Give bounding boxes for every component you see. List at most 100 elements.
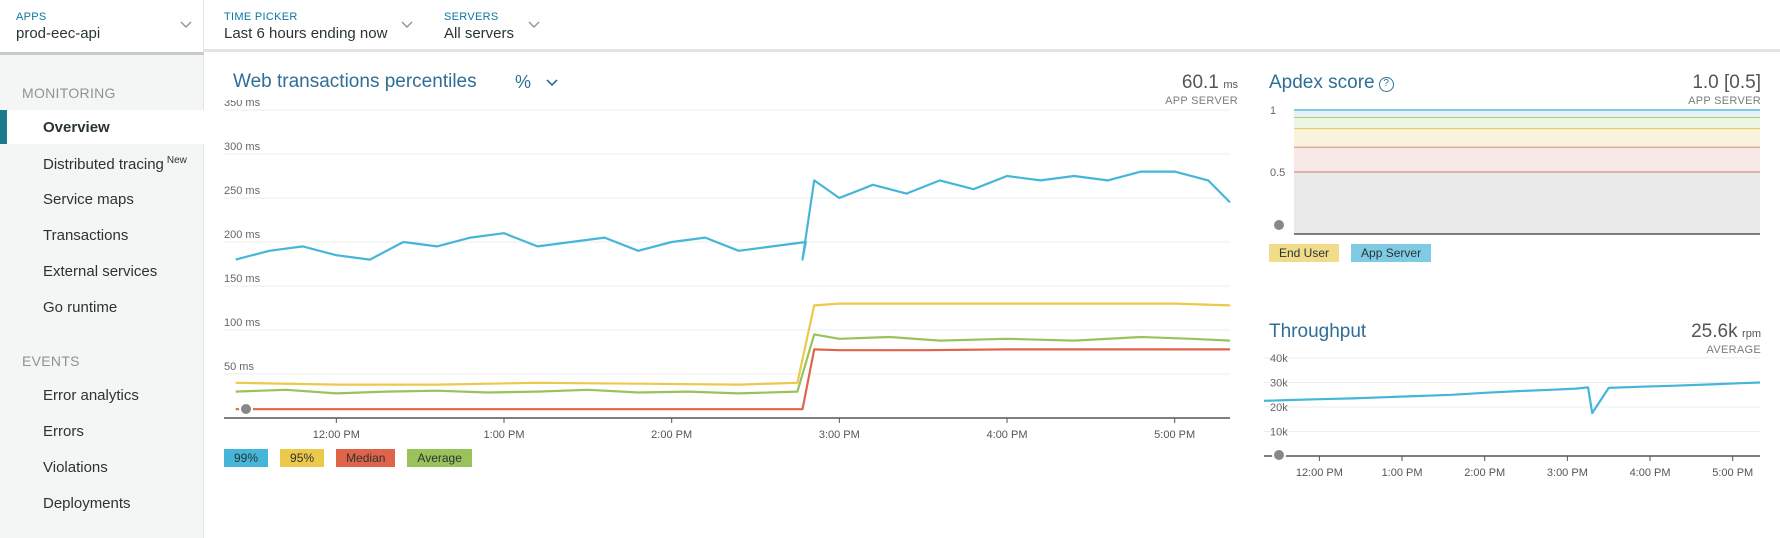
sidebar-item-label: Service maps: [43, 191, 134, 208]
y-tick-label: 300 ms: [224, 141, 261, 153]
apdex-legend-end-user[interactable]: End User: [1269, 244, 1340, 262]
percentile-mode-selector[interactable]: %: [515, 72, 558, 93]
throughput-metric-value: 25.6k: [1691, 321, 1738, 342]
apdex-legend: End User App Server: [1269, 244, 1432, 262]
throughput-metric-unit: rpm: [1742, 328, 1761, 340]
apps-picker-label: APPS: [16, 11, 47, 23]
throughput-chart[interactable]: 10k 20k 30k 40k 12:00 PM 1:00 PM 2:00 PM 3:00 P…: [1260, 350, 1760, 490]
x-tick-label: 1:00 PM: [1382, 467, 1423, 479]
apdex-legend-app-server[interactable]: App Server: [1351, 244, 1432, 262]
x-tick-label: 3:00 PM: [1547, 467, 1588, 479]
series-line-median: [235, 348, 1230, 411]
sidebar-item-label: Error analytics: [43, 387, 139, 404]
chart-drag-handle-icon: [239, 402, 253, 416]
web-transactions-chart[interactable]: 50 ms 100 ms 150 ms 200 ms 250 ms 300 ms 350 m…: [220, 100, 1240, 440]
web-metric: 60.1 ms APP SERVER: [1165, 72, 1238, 107]
web-legend: 99% 95% Median Average: [224, 449, 472, 467]
x-tick-label: 1:00 PM: [484, 429, 525, 440]
apdex-title-text: Apdex score: [1269, 72, 1375, 93]
x-tick-label: 4:00 PM: [987, 429, 1028, 440]
percentile-mode-value: %: [515, 72, 532, 92]
y-tick-label: 200 ms: [224, 229, 261, 241]
series-line-95: [235, 302, 1231, 386]
top-filter-bar: APPS prod-eec-api TIME PICKER Last 6 hou…: [0, 0, 1780, 55]
y-tick-label: 1: [1270, 105, 1276, 117]
throughput-metric: 25.6k rpm AVERAGE: [1691, 321, 1761, 356]
time-picker-label: TIME PICKER: [224, 11, 298, 23]
servers-picker[interactable]: SERVERS All servers: [428, 0, 548, 52]
series-line-average: [235, 333, 1231, 395]
sidebar-item-service-maps[interactable]: Service maps: [0, 182, 204, 216]
series-line-99: [235, 170, 1231, 261]
throughput-metric-sub: AVERAGE: [1706, 344, 1761, 356]
time-picker-value: Last 6 hours ending now: [224, 25, 388, 42]
sidebar-item-label: Deployments: [43, 495, 131, 512]
chevron-down-icon: [528, 21, 540, 28]
sidebar-item-label: Transactions: [43, 227, 129, 244]
sidebar-item-transactions[interactable]: Transactions: [0, 218, 204, 252]
x-tick-label: 3:00 PM: [819, 429, 860, 440]
web-metric-unit: ms: [1223, 79, 1238, 91]
x-tick-label: 5:00 PM: [1712, 467, 1753, 479]
web-legend-average[interactable]: Average: [407, 449, 472, 467]
sidebar-item-deployments[interactable]: Deployments: [0, 486, 204, 520]
x-tick-label: 2:00 PM: [1464, 467, 1505, 479]
x-tick-label: 12:00 PM: [1296, 467, 1343, 479]
servers-picker-value: All servers: [444, 25, 515, 42]
apps-picker-value: prod-eec-api: [16, 25, 101, 42]
chevron-down-icon: [401, 21, 413, 28]
y-tick-label: 250 ms: [224, 185, 261, 197]
y-tick-label: 150 ms: [224, 273, 261, 285]
y-tick-label: 100 ms: [224, 317, 261, 329]
apps-picker[interactable]: APPS prod-eec-api: [0, 0, 204, 55]
apdex-title: Apdex score?: [1269, 72, 1394, 94]
sidebar-item-label: Errors: [43, 423, 84, 440]
apdex-metric: 1.0 [0.5] APP SERVER: [1688, 72, 1761, 107]
x-tick-label: 2:00 PM: [651, 429, 692, 440]
sidebar-item-label: Overview: [43, 119, 110, 136]
apdex-band: [1294, 147, 1760, 172]
y-tick-label: 30k: [1270, 378, 1288, 390]
servers-picker-label: SERVERS: [444, 11, 499, 23]
help-icon[interactable]: ?: [1378, 77, 1394, 92]
section-title-events: EVENTS: [22, 353, 80, 369]
chart-drag-handle-icon: [1272, 218, 1286, 232]
sidebar-item-label: Distributed tracing: [43, 156, 164, 173]
x-tick-label: 5:00 PM: [1154, 429, 1195, 440]
apdex-band: [1294, 128, 1760, 148]
series-line-throughput: [1263, 381, 1760, 415]
apdex-metric-value: 1.0 [0.5]: [1692, 72, 1761, 93]
y-tick-label: 350 ms: [224, 100, 261, 109]
y-tick-label: 10k: [1270, 427, 1288, 439]
sidebar-item-external-services[interactable]: External services: [0, 254, 204, 288]
section-title-monitoring: MONITORING: [22, 85, 116, 101]
web-legend-median[interactable]: Median: [336, 449, 396, 467]
chevron-down-icon: [546, 79, 558, 87]
sidebar: MONITORING Overview Distributed tracing N…: [0, 55, 204, 538]
web-metric-value: 60.1: [1181, 72, 1219, 93]
chart-drag-handle-icon: [1272, 448, 1286, 462]
sidebar-item-errors[interactable]: Errors: [0, 414, 204, 448]
x-tick-label: 12:00 PM: [313, 429, 360, 440]
y-tick-label: 20k: [1270, 402, 1288, 414]
y-tick-label: 40k: [1270, 353, 1288, 365]
web-transactions-title: Web transactions percentiles: [233, 71, 477, 92]
sidebar-item-violations[interactable]: Violations: [0, 450, 204, 484]
time-picker[interactable]: TIME PICKER Last 6 hours ending now: [208, 0, 413, 52]
throughput-title: Throughput: [1269, 321, 1367, 342]
sidebar-item-go-runtime[interactable]: Go runtime: [0, 290, 204, 324]
web-legend-99-[interactable]: 99%: [224, 449, 269, 467]
new-badge: New: [166, 155, 187, 166]
sidebar-item-label: Go runtime: [43, 299, 118, 316]
sidebar-item-distributed-tracing[interactable]: Distributed tracing New: [0, 146, 204, 180]
sidebar-item-label: Violations: [43, 459, 108, 476]
web-legend-95-[interactable]: 95%: [280, 449, 325, 467]
apdex-band: [1294, 110, 1760, 118]
chevron-down-icon: [180, 21, 192, 28]
web-metric-sub: APP SERVER: [1165, 95, 1238, 107]
apdex-metric-sub: APP SERVER: [1688, 95, 1761, 107]
sidebar-item-overview[interactable]: Overview: [0, 110, 204, 144]
apdex-chart[interactable]: 0.51: [1260, 100, 1760, 240]
sidebar-item-error-analytics[interactable]: Error analytics: [0, 378, 204, 412]
